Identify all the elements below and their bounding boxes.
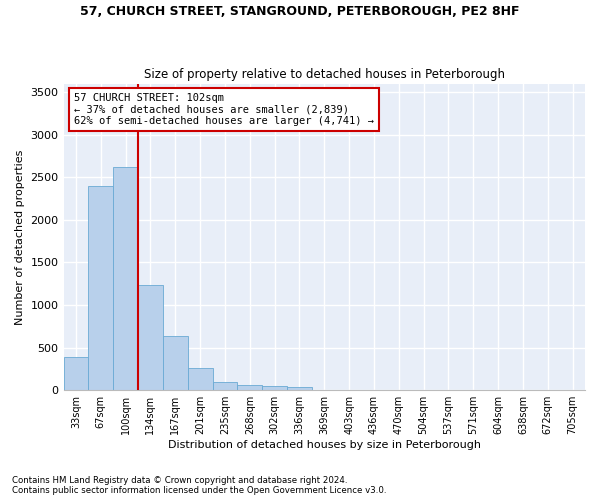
Text: 57 CHURCH STREET: 102sqm
← 37% of detached houses are smaller (2,839)
62% of sem: 57 CHURCH STREET: 102sqm ← 37% of detach… — [74, 93, 374, 126]
Bar — [138, 284, 163, 390]
Y-axis label: Number of detached properties: Number of detached properties — [15, 149, 25, 324]
Bar — [163, 336, 188, 390]
Bar — [64, 358, 88, 390]
X-axis label: Distribution of detached houses by size in Peterborough: Distribution of detached houses by size … — [168, 440, 481, 450]
Bar — [212, 382, 238, 390]
Bar — [287, 387, 312, 390]
Text: 57, CHURCH STREET, STANGROUND, PETERBOROUGH, PE2 8HF: 57, CHURCH STREET, STANGROUND, PETERBORO… — [80, 5, 520, 18]
Bar — [188, 368, 212, 390]
Bar — [113, 167, 138, 390]
Bar — [238, 385, 262, 390]
Bar — [88, 186, 113, 390]
Text: Contains HM Land Registry data © Crown copyright and database right 2024.
Contai: Contains HM Land Registry data © Crown c… — [12, 476, 386, 495]
Title: Size of property relative to detached houses in Peterborough: Size of property relative to detached ho… — [144, 68, 505, 81]
Bar — [262, 386, 287, 390]
